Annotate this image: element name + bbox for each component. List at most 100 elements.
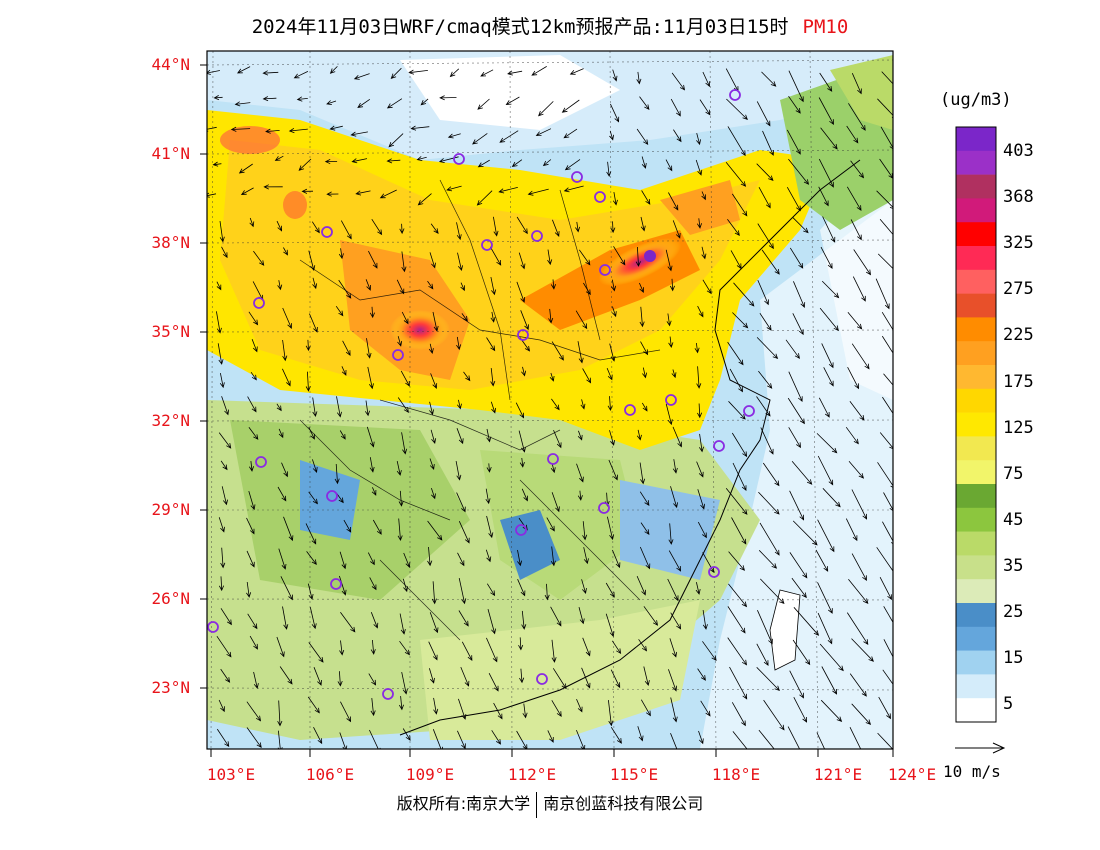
wind-arrow (480, 69, 494, 77)
wind-arrow (670, 697, 678, 723)
wind-arrow (398, 490, 404, 507)
wind-arrow (564, 159, 581, 171)
wind-arrow (386, 158, 401, 164)
wind-arrow (427, 520, 443, 541)
wind-arrow (246, 550, 255, 568)
wind-arrow (642, 367, 648, 379)
wind-arrow (576, 698, 583, 713)
colorbar-swatch (956, 650, 996, 675)
wind-arrow (671, 72, 686, 91)
wind-arrow (639, 491, 650, 506)
city-marker (517, 329, 529, 341)
wind-arrow (313, 727, 323, 745)
wind-arrow (787, 397, 805, 425)
wind-arrow (431, 581, 437, 605)
wind-arrow (582, 521, 588, 541)
copyright-left: 版权所有:南京大学 (396, 794, 531, 813)
wind-arrow (371, 218, 383, 236)
wind-arrow (728, 401, 746, 420)
wind-arrow (727, 126, 746, 157)
wind-arrow (610, 669, 621, 689)
wind-arrow (563, 185, 584, 193)
wind-arrow (455, 461, 462, 481)
wind-arrow (456, 336, 462, 351)
city-marker (253, 297, 265, 309)
wind-arrow (486, 637, 498, 663)
wind-arrow (696, 218, 702, 229)
wind-arrow (879, 432, 893, 450)
wind-arrow (883, 492, 893, 512)
wind-arrow (605, 613, 615, 638)
wind-arrow (756, 643, 769, 667)
wind-arrow (785, 339, 800, 359)
lon-label-109: 109°E (405, 765, 455, 784)
wind-arrow (605, 582, 615, 598)
wind-arrow (277, 486, 287, 502)
city-marker (531, 230, 543, 242)
wind-arrow (353, 73, 370, 80)
wind-arrow (850, 219, 862, 241)
wind-arrow (732, 312, 749, 329)
wind-arrow (312, 459, 318, 473)
city-marker (594, 191, 606, 203)
wind-arrow (217, 343, 224, 365)
wind-arrow (279, 666, 293, 685)
wind-arrow (218, 576, 225, 592)
wind-arrow (372, 519, 382, 535)
wind-arrow (816, 732, 826, 749)
wind-arrow (396, 461, 402, 476)
wind-arrow (821, 280, 840, 299)
colorbar-swatch (956, 674, 996, 699)
wind-arrow (575, 221, 581, 233)
wind-arrow (635, 246, 641, 267)
wind-arrow (845, 518, 858, 542)
lon-label-121: 121°E (813, 765, 863, 784)
wind-arrow (672, 459, 678, 474)
wind-arrow (262, 70, 279, 76)
wind-arrow (305, 523, 317, 545)
colorbar-swatch (956, 579, 996, 604)
wind-arrow (396, 279, 405, 295)
wind-arrow (578, 606, 585, 625)
wind-arrow (438, 156, 459, 163)
wind-arrow (849, 673, 867, 697)
wind-arrow (815, 549, 829, 572)
wind-arrow (486, 583, 496, 597)
colorbar-label: 75 (1003, 463, 1024, 484)
wind-arrow (399, 223, 405, 235)
wind-arrow (668, 192, 679, 211)
wind-arrow (733, 282, 755, 307)
wind-arrow (460, 666, 470, 687)
wind-arrow (221, 486, 228, 506)
wind-arrow (792, 520, 818, 546)
wind-arrow (343, 519, 352, 533)
wind-arrow (788, 427, 801, 449)
wind-arrow (240, 187, 254, 195)
wind-arrow (636, 71, 642, 85)
wind-arrow (248, 461, 254, 472)
pollutant-label: PM10 (802, 16, 849, 38)
wind-arrow (329, 66, 338, 74)
wind-arrow (276, 403, 282, 412)
wind-arrow (207, 126, 217, 132)
lon-label-124: 124°E (887, 765, 937, 784)
wind-arrow (274, 155, 284, 161)
wind-arrow (517, 549, 523, 567)
wind-arrow (792, 313, 804, 336)
wind-arrow (490, 311, 496, 323)
wind-arrow (817, 582, 833, 614)
colorbar-swatch (956, 150, 996, 175)
wind-arrow (507, 70, 523, 76)
wind-arrow (756, 163, 774, 181)
wind-arrow (643, 606, 659, 626)
wind-arrow (251, 339, 258, 353)
wind-arrow (207, 69, 220, 75)
wind-arrow (639, 96, 650, 111)
wind-arrow (569, 68, 584, 75)
wind-arrow (759, 312, 772, 331)
wind-arrow (883, 373, 893, 386)
wind-arrow (476, 190, 493, 206)
wind-arrow (758, 187, 771, 209)
wind-arrow (846, 186, 862, 212)
city-marker (326, 490, 338, 502)
